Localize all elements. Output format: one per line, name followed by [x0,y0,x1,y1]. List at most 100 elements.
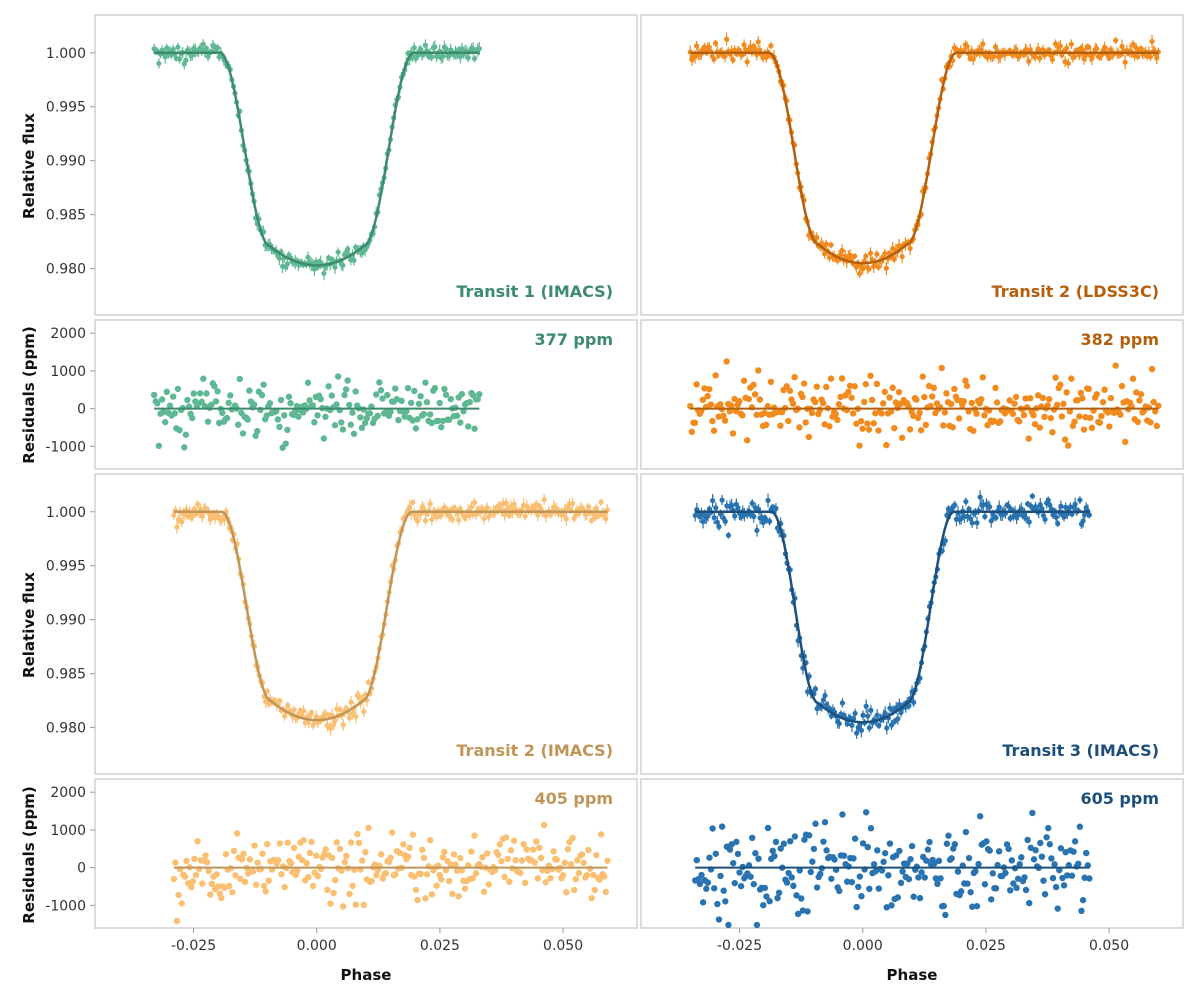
residual-point [868,396,876,404]
residual-point [523,846,530,853]
xtick-label: -0.025 [717,938,762,954]
residual-point [790,882,797,890]
residual-point [1058,413,1066,420]
residual-point [1099,398,1107,406]
residual-point [859,840,867,847]
residual-point [254,427,261,435]
residual-point [542,879,549,886]
residual-point [306,397,313,404]
residual-point [586,865,594,872]
residual-points [687,358,1162,449]
residual-point [861,398,868,406]
residual-point [204,418,212,425]
residual-point [447,395,454,403]
residual-point [439,854,447,861]
residual-point [601,873,608,880]
residual-point [325,383,332,390]
residual-point [417,870,424,878]
residual-point [474,396,481,403]
residual-point [858,892,865,900]
residual-point [906,426,914,433]
panel-4: -0.025 0.000 0.025 0.050 Transit 3 (IMACS) 60… [640,473,1184,954]
residual-point [970,427,977,434]
residual-point [250,401,258,408]
residual-point [723,358,730,365]
residual-point [744,437,751,444]
residual-point [334,373,342,380]
residual-point [585,846,592,854]
residual-point [438,876,445,883]
residual-point [346,401,353,409]
residual-point [696,880,704,888]
residual-point [1026,899,1033,907]
residual-point [820,838,827,845]
residual-point [392,385,399,392]
residual-point [752,850,759,857]
residual-point [533,838,540,845]
residual-point [734,850,742,858]
residual-point [174,385,182,393]
xtick-label: 0.050 [1089,938,1129,954]
residual-point [311,419,318,426]
residual-point [954,868,962,875]
residual-point [895,388,903,396]
residual-point [699,396,707,404]
residual-point [274,416,282,423]
residual-point [1040,877,1047,884]
residual-point [190,390,197,397]
residual-point [1118,382,1126,390]
residual-point [368,877,375,885]
residual-point [1098,412,1105,420]
resid-ylabel-top: Residuals (ppm) [20,326,38,463]
residual-point [826,423,833,430]
residual-point [398,397,405,405]
flux-ylabel-bottom: Relative flux [20,572,38,678]
residual-point [931,860,938,867]
residual-point [915,874,922,881]
residual-point [537,854,545,862]
flux-ytick-label: 1.000 [46,46,86,62]
residual-point [914,414,922,422]
residual-point [1059,874,1066,882]
flux-error-bars [689,32,1159,279]
residual-point [789,400,797,407]
residual-point [222,851,230,858]
residual-point [737,882,745,890]
residual-point [471,832,478,839]
residual-point [699,899,707,906]
residual-point [426,836,434,844]
residual-point [1044,402,1051,409]
residual-point [1037,839,1044,847]
residual-point [805,433,813,441]
residual-point [1101,386,1108,393]
residual-point [403,408,410,415]
residual-point [693,856,700,864]
residual-point [434,417,442,424]
residual-point [450,851,458,858]
residual-point [433,882,440,889]
residual-point [567,861,575,868]
residual-point [1145,404,1153,411]
residual-point [529,846,537,853]
residual-point [298,856,306,864]
residual-point [1079,896,1087,904]
residual-point [973,410,980,417]
residual-point [1068,375,1075,382]
residual-point [468,848,475,855]
residual-point [1107,394,1115,402]
residual-point [344,377,351,384]
residual-point [984,422,991,429]
residual-point [763,893,770,900]
residual-point [755,855,762,862]
residual-point [240,850,247,858]
residual-point [572,875,579,883]
flux-ytick-label: 0.985 [46,208,86,224]
residual-point [417,393,424,400]
residual-point [922,421,930,429]
residual-point [769,847,776,855]
residual-point [1086,875,1093,882]
residual-point [1030,411,1037,419]
residual-point [471,425,478,432]
residual-point [181,873,189,880]
xlabel-left: Phase [341,966,392,984]
